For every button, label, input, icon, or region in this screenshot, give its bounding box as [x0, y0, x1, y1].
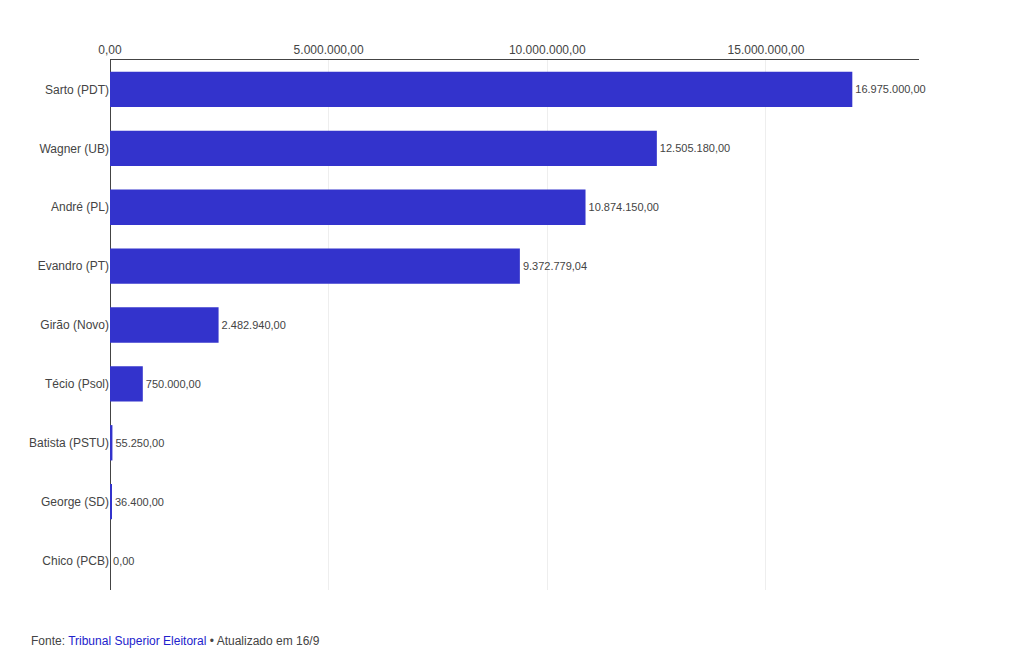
svg-text:12.505.180,00: 12.505.180,00 [660, 142, 730, 154]
svg-text:George (SD): George (SD) [41, 495, 109, 509]
svg-text:10.874.150,00: 10.874.150,00 [589, 201, 659, 213]
svg-text:2.482.940,00: 2.482.940,00 [222, 319, 286, 331]
svg-text:9.372.779,04: 9.372.779,04 [523, 260, 587, 272]
svg-text:36.400,00: 36.400,00 [115, 496, 164, 508]
svg-text:15.000.000,00: 15.000.000,00 [728, 43, 805, 57]
svg-text:Evandro (PT): Evandro (PT) [38, 259, 109, 273]
svg-text:750.000,00: 750.000,00 [146, 378, 201, 390]
svg-text:Chico (PCB): Chico (PCB) [42, 554, 109, 568]
svg-text:André (PL): André (PL) [51, 200, 109, 214]
svg-text:Wagner (UB): Wagner (UB) [39, 142, 109, 156]
svg-text:0,00: 0,00 [98, 43, 122, 57]
svg-text:5.000.000,00: 5.000.000,00 [294, 43, 364, 57]
svg-text:16.975.000,00: 16.975.000,00 [855, 83, 925, 95]
svg-text:Girão (Novo): Girão (Novo) [40, 318, 109, 332]
svg-text:Fonte: Tribunal Superior Eleit: Fonte: Tribunal Superior Eleitoral • Atu… [31, 634, 320, 648]
svg-text:Sarto (PDT): Sarto (PDT) [45, 83, 109, 97]
svg-text:10.000.000,00: 10.000.000,00 [509, 43, 586, 57]
svg-text:0,00: 0,00 [113, 555, 134, 567]
svg-text:Técio (Psol): Técio (Psol) [45, 377, 109, 391]
svg-text:55.250,00: 55.250,00 [115, 437, 164, 449]
svg-text:Batista (PSTU): Batista (PSTU) [29, 436, 109, 450]
